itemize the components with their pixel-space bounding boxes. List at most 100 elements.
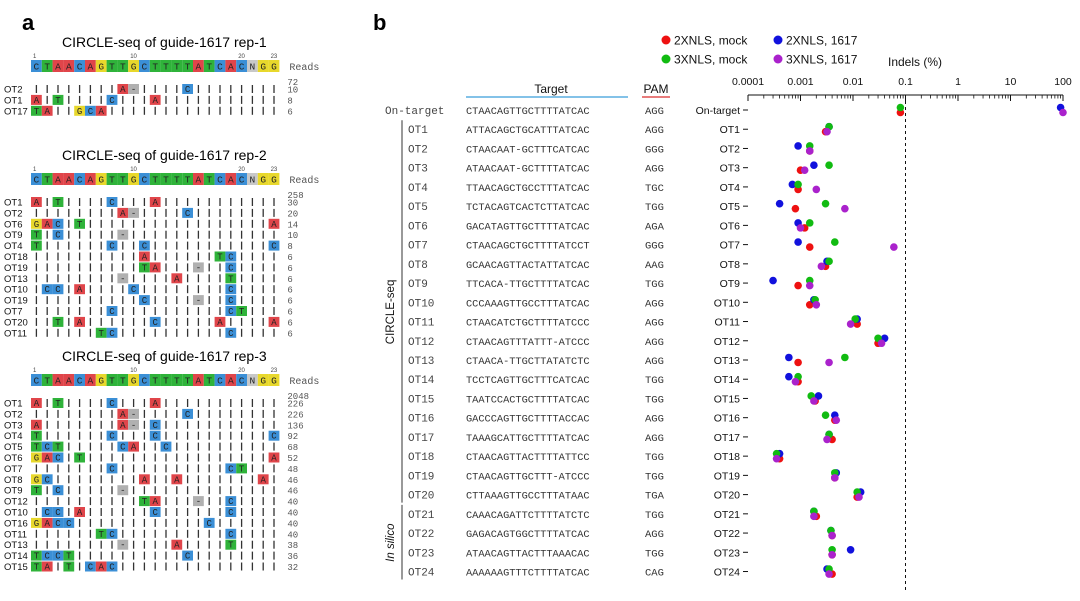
site-row: OT2 CTAACAAT-GCTTTCATCAC GGG	[408, 144, 664, 156]
mismatch-base	[74, 316, 85, 327]
alignment-row: OT19 C - C 6	[4, 295, 293, 307]
site-name: OT22	[408, 529, 434, 541]
mismatch-letter: G	[34, 220, 39, 230]
reference-letter: T	[44, 175, 50, 186]
mismatch-letter: A	[98, 563, 104, 573]
reference-letter: C	[77, 175, 83, 186]
read-count: 6	[287, 308, 292, 318]
category-label: OT1	[720, 124, 741, 136]
mismatch-base	[139, 251, 150, 262]
mismatch-base	[149, 316, 161, 327]
mismatch-letter: C	[55, 285, 61, 295]
ref-reads: 258	[287, 191, 303, 201]
alignment-block: CIRCLE-seq of guide-1617 rep-31 10 20 23C T A…	[4, 348, 319, 573]
reference-base	[63, 374, 75, 386]
category-label: OT17	[714, 432, 740, 444]
category-label: OT24	[714, 567, 740, 579]
mismatch-letter: A	[34, 96, 40, 106]
mismatch-letter: T	[142, 497, 148, 507]
pam-sequence: AGG	[645, 164, 664, 176]
data-point	[805, 281, 814, 290]
reference-base	[171, 60, 183, 72]
mismatch-letter: A	[34, 198, 40, 208]
target-sequence: TTAACAGCTGCCTTTATCAC	[466, 183, 590, 195]
mismatch-base	[128, 84, 139, 94]
category-label: OT4	[720, 182, 741, 194]
block-title: CIRCLE-seq of guide-1617 rep-3	[62, 348, 267, 364]
legend-label: 3XNLS, mock	[674, 53, 748, 67]
mismatch-base	[31, 441, 42, 452]
mismatch-base	[63, 561, 75, 572]
reference-base	[268, 374, 280, 386]
pam-sequence: TGG	[645, 375, 664, 387]
mismatch-letter: C	[228, 307, 234, 317]
mismatch-letter: T	[34, 231, 40, 241]
reference-letter: A	[55, 175, 61, 186]
read-count: 6	[287, 329, 292, 339]
mismatch-letter: C	[44, 552, 50, 562]
mismatch-letter: G	[34, 519, 39, 529]
data-point	[800, 166, 809, 174]
mismatch-base	[225, 539, 237, 550]
mismatch-base	[182, 84, 193, 94]
reference-letter: T	[120, 376, 126, 387]
mismatch-base	[41, 441, 53, 452]
mismatch-letter: C	[55, 231, 61, 241]
reference-letter: T	[44, 376, 50, 387]
tick-label: 0.0001	[732, 76, 764, 88]
data-point	[805, 147, 814, 155]
read-count: 136	[287, 421, 303, 431]
mismatch-base	[74, 452, 85, 463]
site-row: OT13 CTAACA-TTGCTTATATCTC AGG	[408, 356, 664, 368]
site-name: OT23	[408, 548, 434, 560]
mismatch-base	[52, 316, 64, 327]
site-name: OT4	[408, 183, 428, 195]
mismatch-base	[52, 94, 64, 105]
mismatch-letter: C	[44, 508, 50, 518]
mismatch-letter: -	[131, 410, 136, 420]
tick-label: 0.01	[843, 76, 864, 88]
reference-base	[149, 173, 161, 185]
site-name: OT10	[4, 508, 28, 519]
mismatch-letter: C	[109, 242, 115, 252]
mismatch-base	[236, 306, 247, 316]
mismatch-letter: C	[142, 242, 148, 252]
pam-sequence: AGA	[645, 221, 665, 233]
mismatch-base	[52, 441, 64, 452]
data-point	[830, 474, 839, 482]
site-name: OT16	[4, 518, 28, 529]
pam-sequence: TGA	[645, 491, 665, 503]
mismatch-letter: T	[34, 432, 40, 442]
pam-sequence: AAG	[645, 260, 664, 272]
reference-base	[225, 173, 237, 185]
mismatch-base	[117, 229, 129, 240]
reference-base	[74, 60, 85, 72]
alignment-row: OT4 T C C C 8	[4, 240, 293, 252]
mismatch-base	[52, 507, 64, 517]
mismatch-letter: C	[152, 508, 158, 518]
category-label: OT8	[720, 259, 741, 271]
mismatch-base	[41, 105, 53, 116]
legend-label: 3XNLS, 1617	[786, 53, 858, 67]
mismatch-letter: A	[174, 475, 180, 485]
target-sequence: CTTAAAGTTGCCTTTATAAC	[466, 491, 590, 503]
alignment-row: OT9 T C - 46	[4, 485, 298, 497]
read-count: 20	[287, 209, 298, 219]
mismatch-letter: C	[44, 443, 50, 453]
reference-base	[95, 60, 107, 72]
mismatch-base	[106, 463, 118, 474]
mismatch-base	[128, 419, 139, 430]
mismatch-base	[31, 398, 42, 408]
site-row: OT21 CAAACAGATTCTTTTATCTC TGG	[408, 510, 664, 522]
mismatch-letter: C	[109, 399, 115, 409]
reference-base	[149, 60, 161, 72]
mismatch-letter: A	[217, 318, 223, 328]
mismatch-letter: C	[185, 85, 191, 95]
site-row: OT24 AAAAAAGTTTCTTTTATCAC CAG	[408, 568, 664, 580]
target-sequence: CTAACAGTTGCTTTTATCAC	[466, 106, 590, 118]
target-sequence: GACATAGTTGCTTTTATCAC	[466, 221, 590, 233]
mismatch-base	[149, 507, 161, 517]
alignment-row: OT7 C C T 6	[4, 306, 293, 318]
mismatch-letter: T	[34, 563, 40, 573]
position-mark: 20	[238, 368, 245, 374]
